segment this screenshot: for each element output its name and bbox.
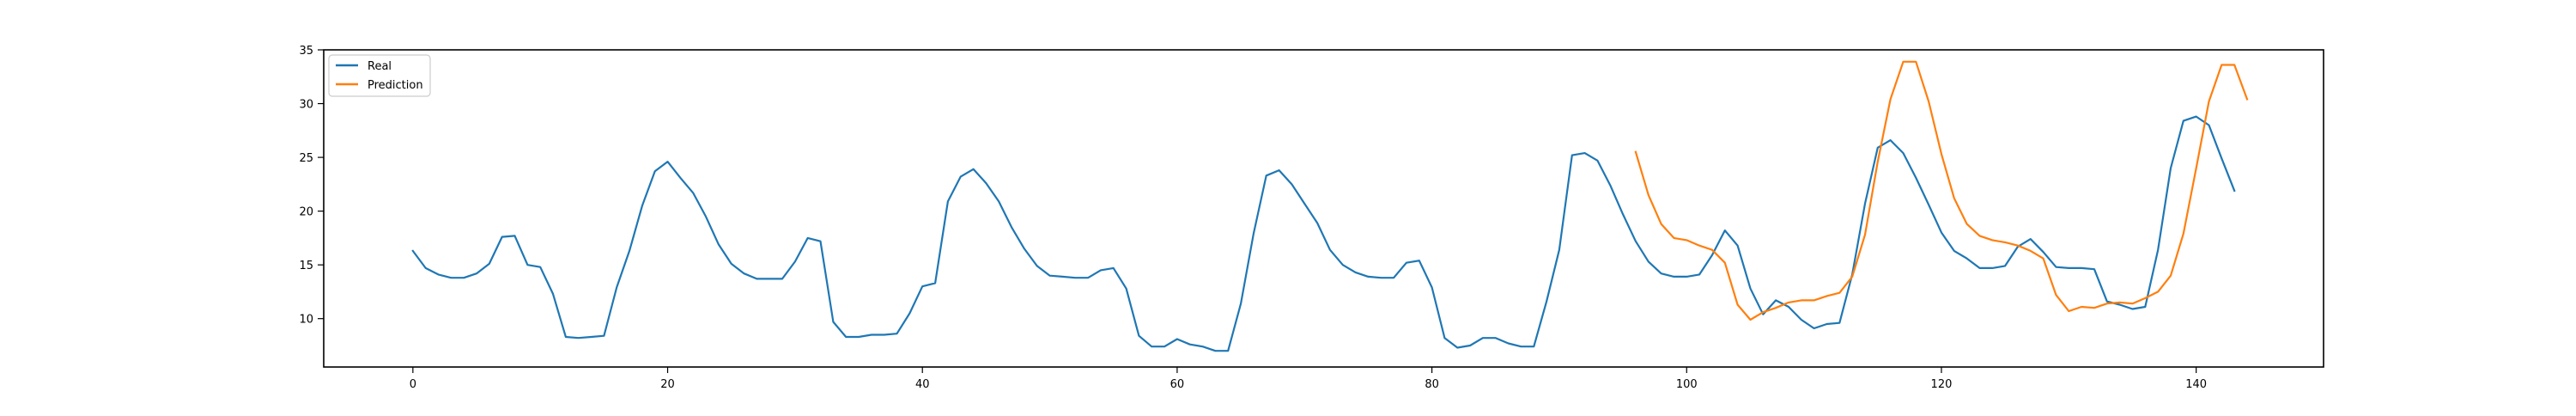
plot-frame (323, 49, 2324, 368)
y-tick-label: 20 (299, 206, 313, 219)
x-tick-label: 60 (1170, 378, 1185, 391)
series-group (411, 60, 2249, 352)
x-tick-label: 40 (915, 378, 930, 391)
x-tick-label: 100 (1676, 378, 1698, 391)
x-tick-label: 120 (1931, 378, 1953, 391)
y-tick-label: 35 (299, 45, 313, 58)
legend-real-label: Real (368, 60, 392, 73)
x-tick-label: 20 (660, 378, 675, 391)
x-axis: 0 20 40 60 80 100 120 140 (410, 367, 2207, 391)
y-tick-label: 30 (299, 99, 313, 112)
legend-prediction-label: Prediction (368, 79, 423, 92)
y-tick-label: 25 (299, 152, 313, 165)
series-line-prediction (1634, 60, 2249, 321)
y-tick-label: 10 (299, 314, 313, 327)
y-axis: 10 15 20 25 30 35 (299, 45, 324, 327)
series-line-real (411, 115, 2236, 352)
x-tick-label: 140 (2185, 378, 2207, 391)
y-tick-label: 15 (299, 260, 313, 272)
legend: Real Prediction (328, 54, 431, 97)
x-tick-label: 80 (1425, 378, 1439, 391)
x-tick-label: 0 (410, 378, 416, 391)
